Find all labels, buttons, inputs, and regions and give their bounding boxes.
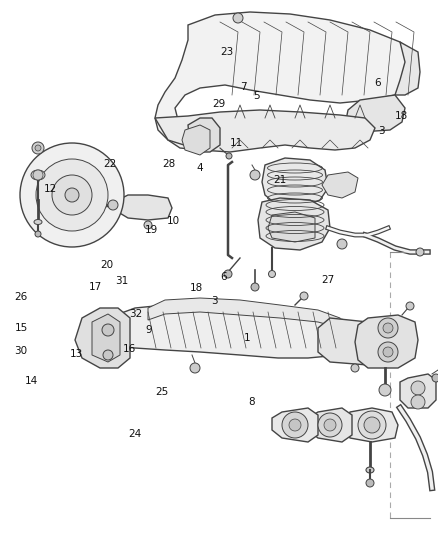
Circle shape — [383, 323, 393, 333]
Ellipse shape — [34, 220, 42, 224]
Polygon shape — [75, 308, 130, 368]
Circle shape — [383, 347, 393, 357]
Text: 3: 3 — [378, 126, 385, 135]
Circle shape — [366, 479, 374, 487]
Polygon shape — [148, 298, 340, 328]
Text: 28: 28 — [162, 159, 175, 169]
Polygon shape — [400, 374, 436, 408]
Text: 10: 10 — [166, 216, 180, 226]
Polygon shape — [118, 195, 172, 220]
Text: 5: 5 — [253, 91, 260, 101]
Circle shape — [411, 395, 425, 409]
Text: 18: 18 — [190, 283, 203, 293]
Circle shape — [33, 170, 43, 180]
Polygon shape — [318, 318, 385, 365]
Circle shape — [378, 318, 398, 338]
Circle shape — [108, 200, 118, 210]
Circle shape — [411, 381, 425, 395]
Circle shape — [190, 363, 200, 373]
Circle shape — [144, 221, 152, 229]
Text: 8: 8 — [248, 398, 255, 407]
Text: 24: 24 — [128, 430, 141, 439]
Text: 32: 32 — [129, 310, 142, 319]
Circle shape — [224, 270, 232, 278]
Text: 3: 3 — [211, 296, 218, 306]
Circle shape — [351, 364, 359, 372]
Circle shape — [35, 145, 41, 151]
Polygon shape — [155, 12, 418, 150]
Circle shape — [35, 231, 41, 237]
Text: 6: 6 — [374, 78, 381, 87]
Text: 13: 13 — [70, 350, 83, 359]
Polygon shape — [308, 408, 352, 442]
Circle shape — [406, 302, 414, 310]
Circle shape — [416, 248, 424, 256]
Polygon shape — [345, 95, 405, 132]
Circle shape — [20, 143, 124, 247]
Polygon shape — [262, 158, 328, 208]
Circle shape — [52, 175, 92, 215]
Text: 21: 21 — [273, 175, 286, 185]
Circle shape — [65, 188, 79, 202]
Text: 27: 27 — [321, 275, 334, 285]
Circle shape — [358, 411, 386, 439]
Circle shape — [268, 271, 276, 278]
Circle shape — [289, 419, 301, 431]
Circle shape — [378, 342, 398, 362]
Circle shape — [102, 324, 114, 336]
Polygon shape — [272, 408, 318, 442]
Text: 22: 22 — [103, 159, 116, 169]
Polygon shape — [155, 110, 375, 152]
Circle shape — [251, 283, 259, 291]
Text: 16: 16 — [123, 344, 136, 354]
Polygon shape — [100, 305, 375, 358]
Text: 29: 29 — [212, 99, 226, 109]
Circle shape — [364, 417, 380, 433]
Ellipse shape — [366, 467, 374, 473]
Polygon shape — [345, 408, 398, 442]
Text: 23: 23 — [220, 47, 233, 57]
Text: 31: 31 — [115, 277, 128, 286]
Circle shape — [300, 292, 308, 300]
Polygon shape — [182, 125, 210, 155]
Polygon shape — [188, 118, 220, 152]
Circle shape — [226, 153, 232, 159]
Circle shape — [32, 142, 44, 154]
Polygon shape — [92, 314, 120, 362]
Text: 15: 15 — [14, 323, 28, 333]
Ellipse shape — [31, 170, 45, 180]
Circle shape — [337, 239, 347, 249]
Circle shape — [282, 412, 308, 438]
Circle shape — [250, 170, 260, 180]
Text: 14: 14 — [25, 376, 38, 386]
Text: 4: 4 — [196, 163, 203, 173]
Circle shape — [379, 384, 391, 396]
Text: 17: 17 — [89, 282, 102, 292]
Text: 20: 20 — [101, 261, 114, 270]
Polygon shape — [258, 198, 330, 250]
Circle shape — [324, 419, 336, 431]
Text: 9: 9 — [145, 326, 152, 335]
Circle shape — [36, 159, 108, 231]
Circle shape — [432, 374, 438, 382]
Text: 7: 7 — [240, 82, 247, 92]
Text: 19: 19 — [145, 225, 158, 235]
Text: 6: 6 — [220, 272, 227, 282]
Polygon shape — [355, 315, 418, 368]
Polygon shape — [268, 212, 315, 242]
Polygon shape — [395, 42, 420, 95]
Polygon shape — [322, 172, 358, 198]
Circle shape — [233, 13, 243, 23]
Text: 25: 25 — [155, 387, 169, 397]
Text: 11: 11 — [230, 138, 243, 148]
Text: 18: 18 — [395, 111, 408, 121]
Text: 30: 30 — [14, 346, 28, 356]
Circle shape — [318, 413, 342, 437]
Circle shape — [103, 350, 113, 360]
Text: 1: 1 — [244, 334, 251, 343]
Text: 12: 12 — [44, 184, 57, 194]
Text: 26: 26 — [14, 293, 28, 302]
